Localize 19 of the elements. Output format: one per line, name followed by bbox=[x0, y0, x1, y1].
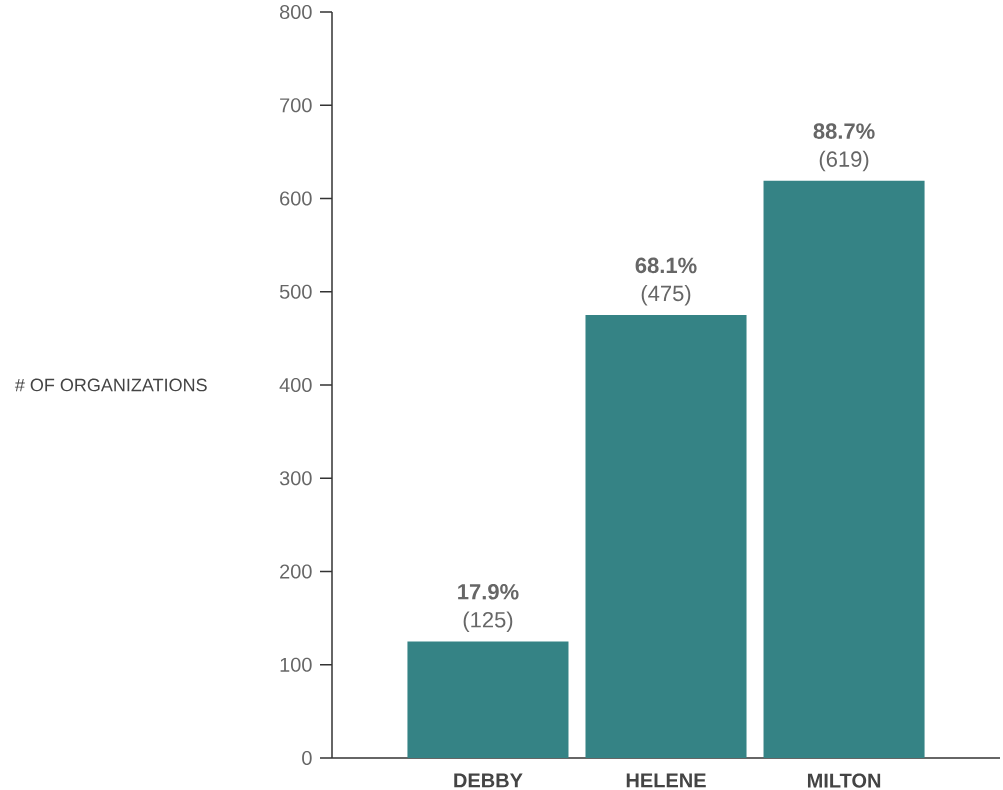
y-axis-title: # OF ORGANIZATIONS bbox=[14, 378, 207, 392]
y-tick-label: 500 bbox=[279, 284, 312, 299]
y-tick-label: 300 bbox=[279, 471, 312, 486]
x-tick-label: MILTON bbox=[807, 773, 881, 788]
y-tick-label: 400 bbox=[279, 377, 312, 393]
bar bbox=[585, 315, 747, 758]
y-tick-label: 800 bbox=[279, 4, 312, 20]
data-label: 68.1% (475) bbox=[635, 257, 697, 306]
bar bbox=[763, 180, 925, 758]
y-tick-label: 600 bbox=[280, 191, 312, 206]
x-tick-label: HELENE bbox=[626, 773, 706, 788]
y-tick-label: 700 bbox=[280, 98, 312, 113]
data-label: 17.9% (125) bbox=[458, 583, 519, 632]
y-tick-label: 0 bbox=[302, 750, 312, 766]
x-tick-label: DEBBY bbox=[454, 773, 523, 788]
bar bbox=[407, 641, 569, 758]
data-label: 88.7% (619) bbox=[813, 123, 875, 172]
y-tick-label: 100 bbox=[280, 657, 312, 672]
y-tick-label: 200 bbox=[280, 564, 312, 579]
